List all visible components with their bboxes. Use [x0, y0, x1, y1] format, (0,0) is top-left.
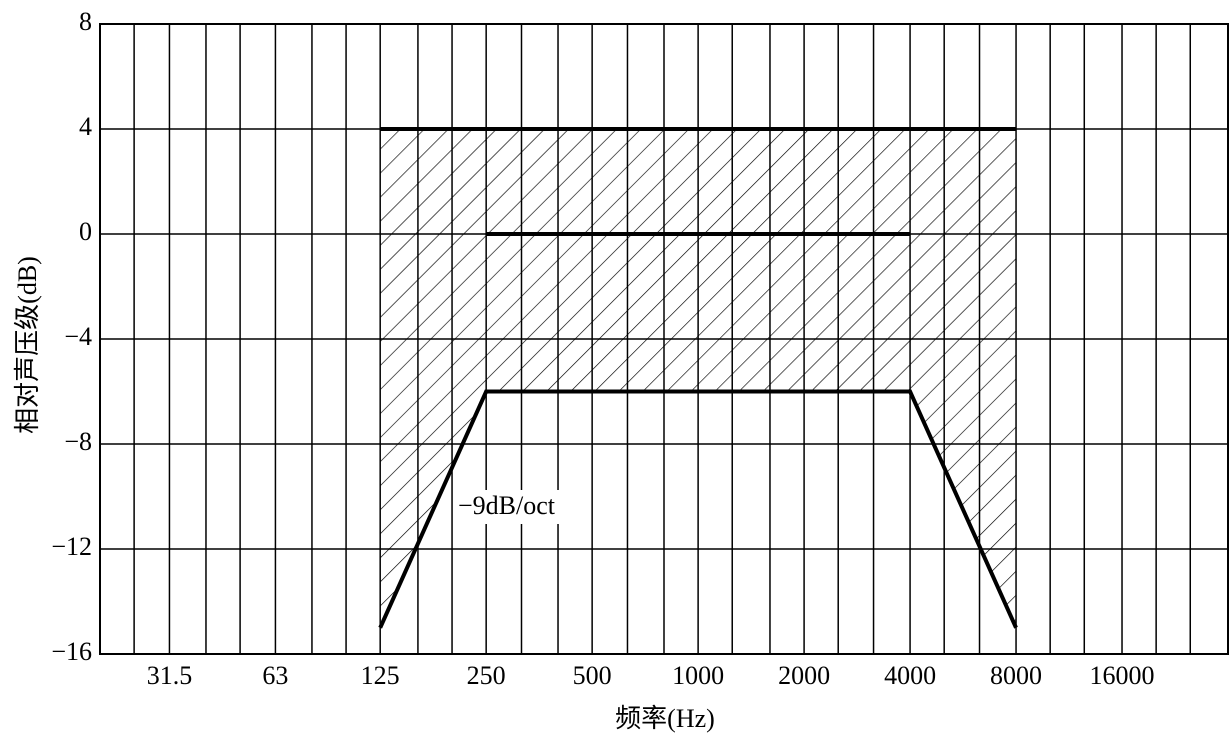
- y-tick-label: 4: [79, 112, 92, 141]
- x-tick-label: 8000: [990, 661, 1042, 690]
- y-axis-title: 相对声压级(dB): [13, 256, 42, 434]
- annotation-bg: [456, 490, 576, 524]
- y-tick-label: −16: [51, 637, 92, 666]
- x-axis-title: 频率(Hz): [615, 704, 715, 733]
- y-tick-label: 0: [79, 217, 92, 246]
- x-tick-label: 500: [573, 661, 612, 690]
- plot-border: [99, 23, 1229, 655]
- annotation: −9dB/oct: [458, 491, 556, 520]
- x-tick-label: 1000: [672, 661, 724, 690]
- x-tick-label: 2000: [778, 661, 830, 690]
- y-tick-label: −12: [51, 532, 92, 561]
- x-tick-label: 16000: [1090, 661, 1155, 690]
- series-line: [378, 389, 1018, 629]
- y-tick-label: 8: [79, 7, 92, 36]
- y-tick-label: −4: [64, 322, 92, 351]
- y-tick-label: −8: [64, 427, 92, 456]
- x-tick-label: 4000: [884, 661, 936, 690]
- x-tick-label: 63: [262, 661, 288, 690]
- x-tick-label: 125: [361, 661, 400, 690]
- x-tick-label: 250: [467, 661, 506, 690]
- x-tick-label: 31.5: [147, 661, 193, 690]
